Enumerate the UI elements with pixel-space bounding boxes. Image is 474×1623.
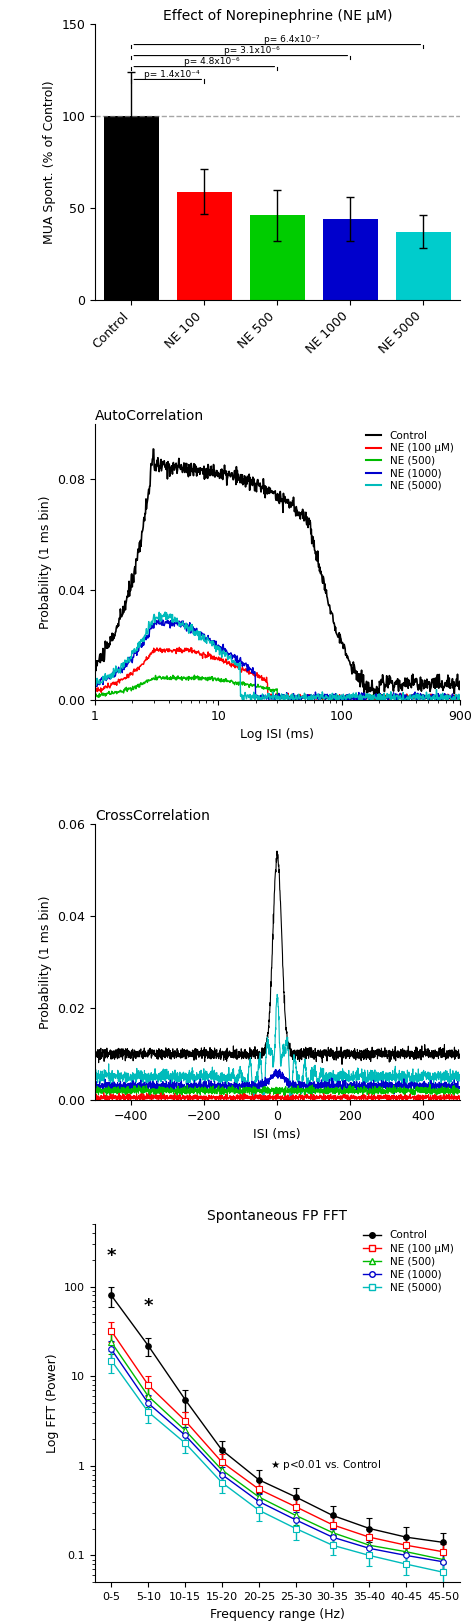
X-axis label: ISI (ms): ISI (ms): [254, 1128, 301, 1141]
Bar: [323, 219, 378, 300]
Text: $\bigstar$ p<0.01 vs. Control: $\bigstar$ p<0.01 vs. Control: [270, 1457, 381, 1472]
Y-axis label: Probability (1 ms bin): Probability (1 ms bin): [38, 896, 52, 1029]
Y-axis label: MUA Spont. (% of Control): MUA Spont. (% of Control): [43, 80, 55, 243]
Text: *: *: [107, 1246, 116, 1264]
Title: Spontaneous FP FFT: Spontaneous FP FFT: [207, 1209, 347, 1224]
Text: p= 4.8x10⁻⁶: p= 4.8x10⁻⁶: [184, 57, 239, 67]
X-axis label: Frequency range (Hz): Frequency range (Hz): [210, 1608, 345, 1621]
X-axis label: Log ISI (ms): Log ISI (ms): [240, 729, 314, 742]
Text: CrossCorrelation: CrossCorrelation: [95, 810, 210, 823]
Y-axis label: Log FFT (Power): Log FFT (Power): [46, 1354, 58, 1453]
Legend: Control, NE (100 μM), NE (500), NE (1000), NE (5000): Control, NE (100 μM), NE (500), NE (1000…: [362, 427, 458, 495]
Text: p= 6.4x10⁻⁷: p= 6.4x10⁻⁷: [264, 36, 319, 44]
Text: *: *: [144, 1297, 153, 1315]
Bar: [396, 232, 451, 300]
Bar: [177, 192, 232, 300]
Text: p= 1.4x10⁻⁴: p= 1.4x10⁻⁴: [144, 70, 199, 80]
Legend: Control, NE (100 μM), NE (500), NE (1000), NE (5000): Control, NE (100 μM), NE (500), NE (1000…: [358, 1227, 458, 1297]
Title: Effect of Norepinephrine (NE μM): Effect of Norepinephrine (NE μM): [163, 10, 392, 23]
Bar: [250, 216, 305, 300]
Text: p= 3.1x10⁻⁶: p= 3.1x10⁻⁶: [224, 45, 280, 55]
Text: AutoCorrelation: AutoCorrelation: [95, 409, 204, 424]
Y-axis label: Probability (1 ms bin): Probability (1 ms bin): [38, 495, 52, 628]
Bar: [104, 117, 159, 300]
